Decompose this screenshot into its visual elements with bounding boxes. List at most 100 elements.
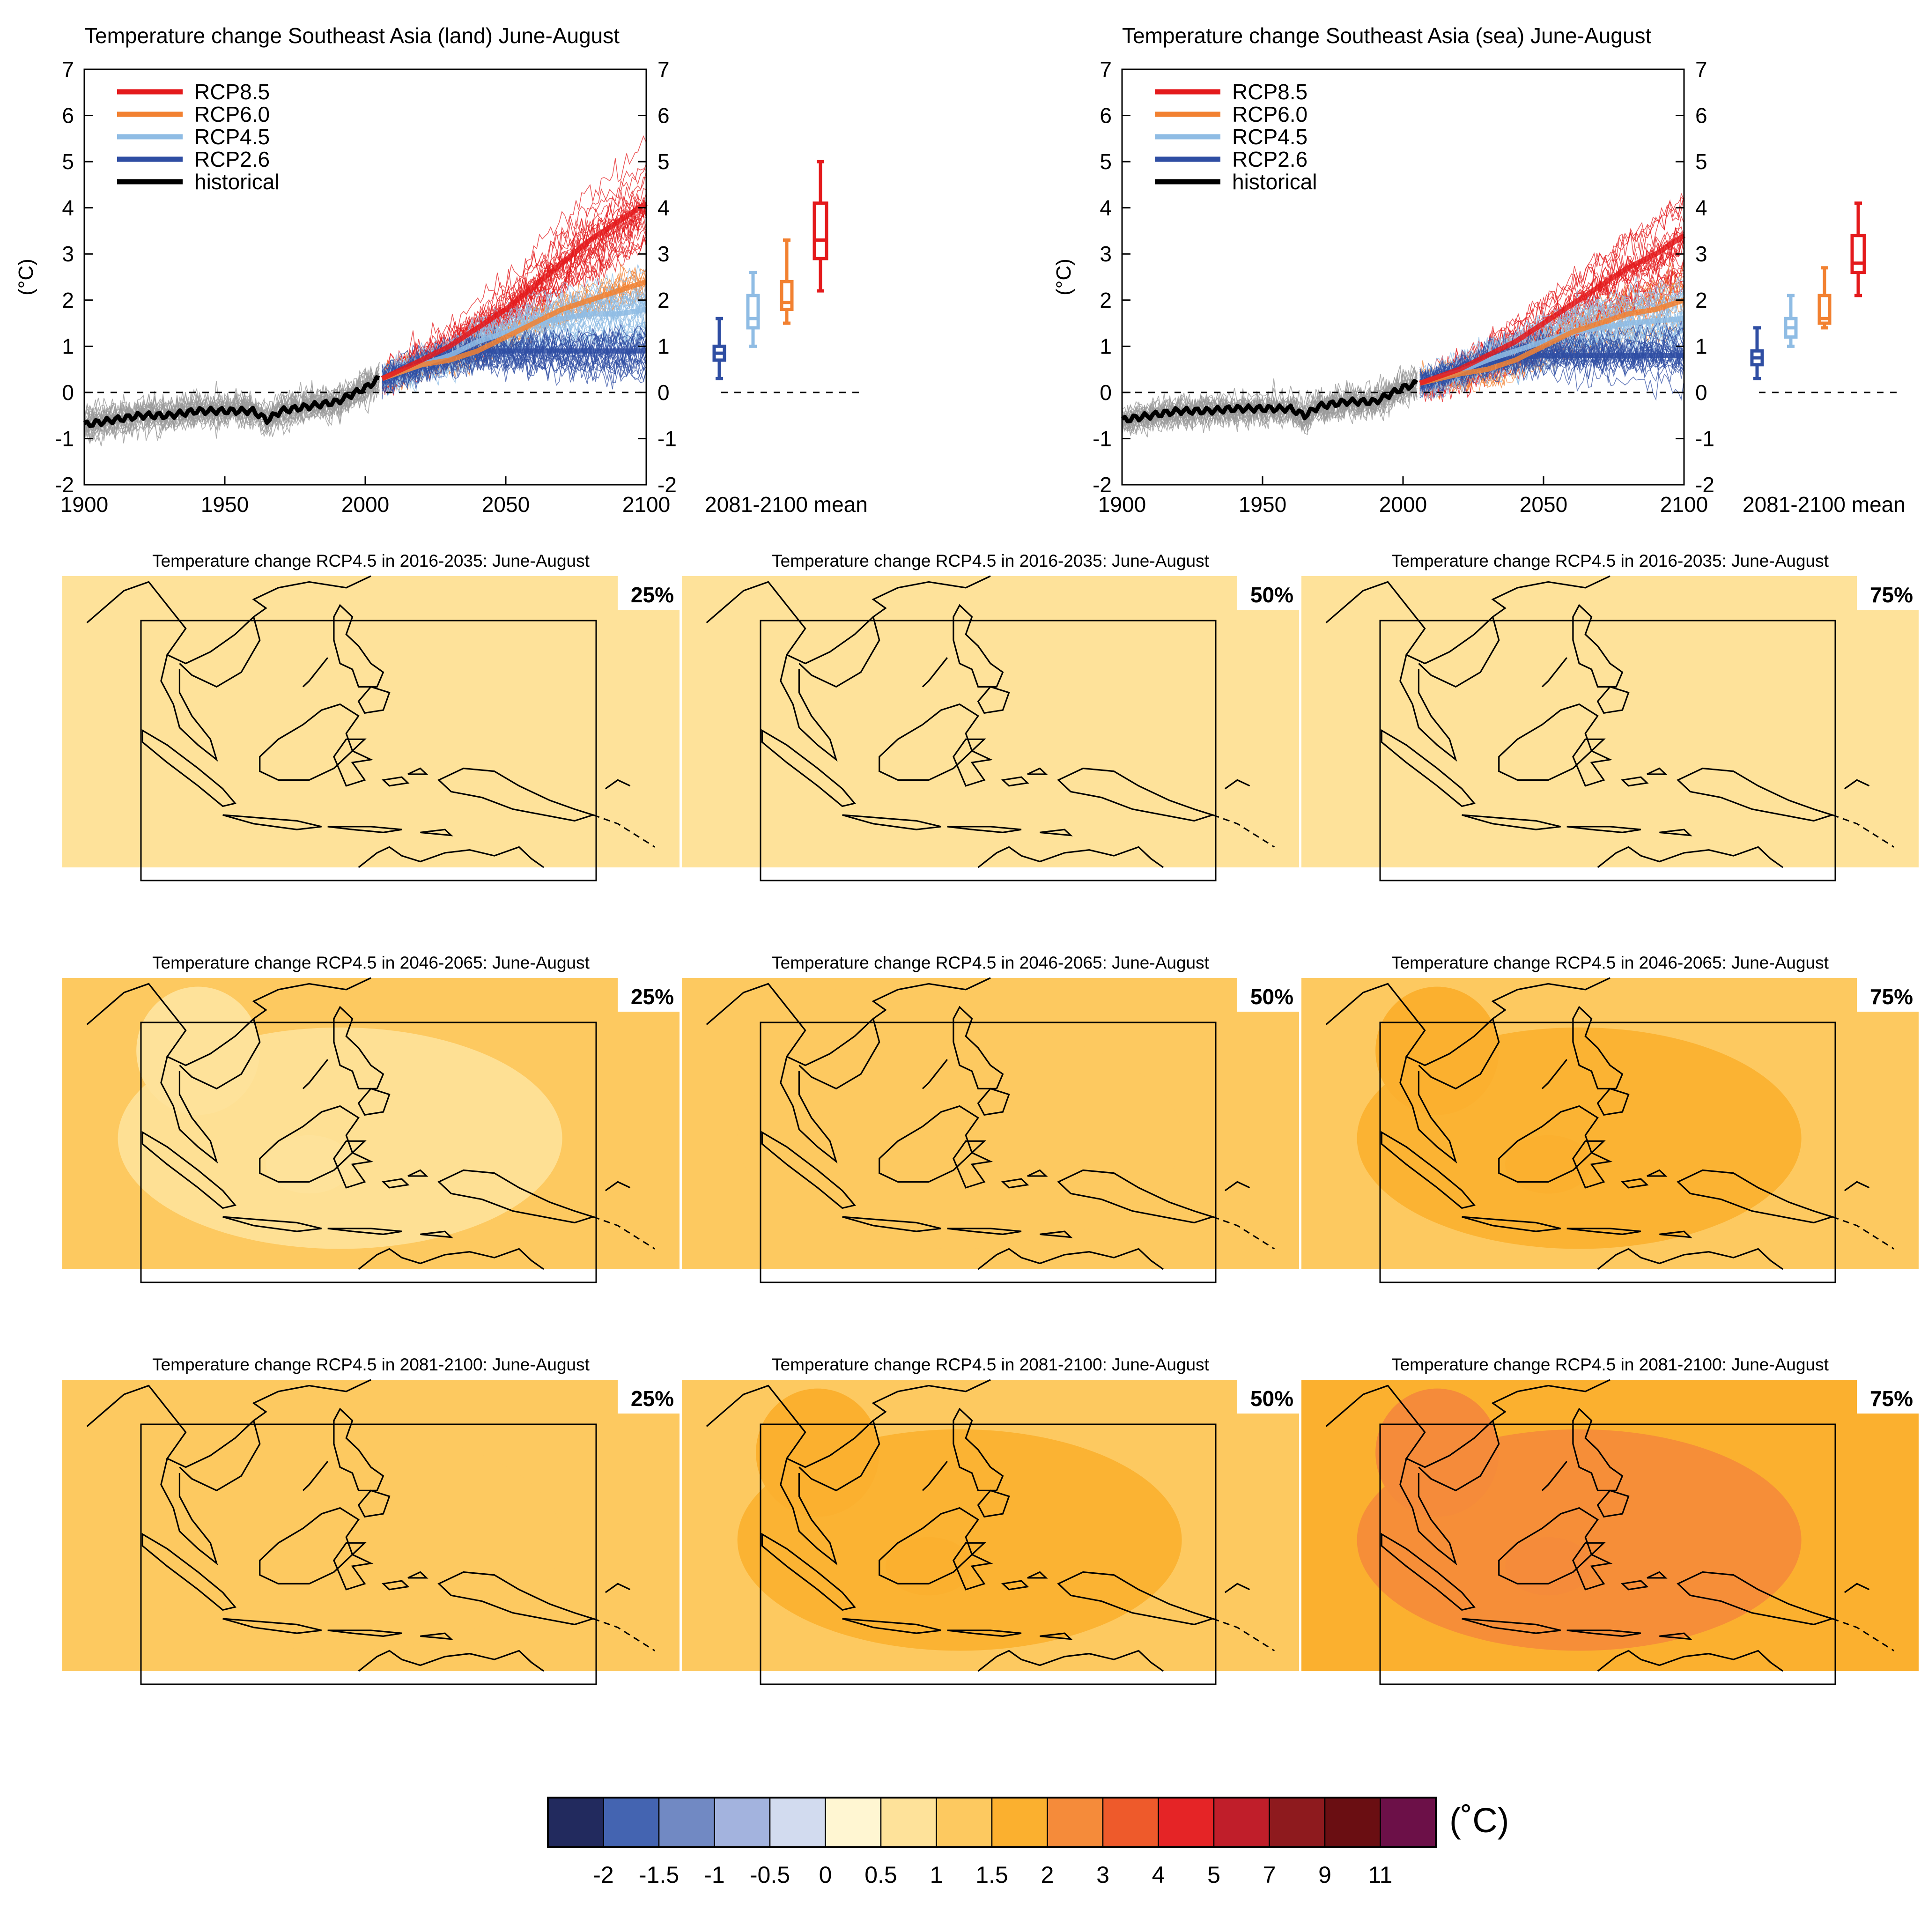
coastline bbox=[1326, 576, 1610, 664]
coastline bbox=[161, 1458, 217, 1563]
map-panels-grid: Temperature change RCP4.5 in 2016-2035: … bbox=[62, 551, 1919, 1684]
y-tick-label-right: -2 bbox=[657, 473, 677, 497]
coastline bbox=[1573, 1141, 1610, 1188]
percentile-bg bbox=[1237, 978, 1299, 1012]
colorbar-tick-label: 1.5 bbox=[975, 1862, 1008, 1888]
y-tick-label-right: 7 bbox=[1695, 57, 1707, 81]
coastline bbox=[978, 1249, 1163, 1269]
region-box bbox=[140, 1423, 597, 1685]
colorbar-tick-label: 4 bbox=[1152, 1862, 1165, 1888]
coastline bbox=[1003, 1581, 1027, 1590]
box-iqr bbox=[1850, 234, 1866, 274]
coastline bbox=[359, 1249, 544, 1269]
land-plot-area: -2 -2 -1 -1 0 0 1 1 2 2 3 3 4 4 5 5 6 6 7 7 1900 1950 2000 2050… bbox=[15, 57, 868, 517]
legend-label: historical bbox=[194, 170, 280, 194]
region-box bbox=[140, 1022, 597, 1283]
y-tick-label-right: 2 bbox=[1695, 288, 1707, 312]
map-region-blob bbox=[266, 1135, 353, 1194]
coastline bbox=[334, 1409, 383, 1490]
coastline bbox=[408, 1170, 427, 1176]
coastline bbox=[179, 617, 259, 687]
map-region-blob bbox=[885, 733, 972, 792]
coastline bbox=[1400, 1458, 1456, 1563]
colorbar-tick-label: 5 bbox=[1207, 1862, 1220, 1888]
colorbar-swatch bbox=[1213, 1797, 1270, 1848]
legend-label: RCP8.5 bbox=[194, 80, 270, 104]
map-title: Temperature change RCP4.5 in 2016-2035: … bbox=[152, 551, 590, 570]
percentile-label: 50% bbox=[1250, 985, 1293, 1009]
coastline bbox=[953, 1007, 1003, 1088]
x-tick-label: 2100 bbox=[1660, 492, 1708, 517]
y-tick-label-right: 6 bbox=[1695, 104, 1707, 128]
coastline bbox=[383, 1581, 408, 1590]
coastlines bbox=[1326, 978, 1894, 1269]
coastline bbox=[1622, 1581, 1647, 1590]
historical-member-line bbox=[1122, 372, 1418, 432]
timeseries-land-chart: Temperature change Southeast Asia (land)… bbox=[15, 23, 868, 517]
coastline bbox=[1225, 1182, 1250, 1191]
coastline bbox=[1845, 1182, 1869, 1191]
map-title: Temperature change RCP4.5 in 2046-2065: … bbox=[1391, 953, 1829, 972]
coastline bbox=[1598, 847, 1783, 867]
coastline bbox=[359, 687, 390, 713]
region-box bbox=[760, 620, 1217, 881]
border-dashed bbox=[593, 815, 655, 847]
colorbar-swatch bbox=[769, 1797, 826, 1848]
map-region-blob bbox=[1505, 733, 1592, 792]
coastline bbox=[781, 655, 836, 760]
map-panel: Temperature change RCP4.5 in 2046-2065: … bbox=[1301, 953, 1919, 1282]
y-tick-label: 6 bbox=[62, 104, 74, 128]
coastline bbox=[223, 1217, 322, 1231]
region-box bbox=[760, 1022, 1217, 1283]
colorbar-tick-label: -1.5 bbox=[639, 1862, 679, 1888]
x-tick-label: 1900 bbox=[60, 492, 108, 517]
coastline bbox=[1003, 1179, 1027, 1188]
y-tick-label: 3 bbox=[1100, 242, 1112, 266]
percentile-label: 75% bbox=[1870, 1386, 1913, 1411]
timeseries-sea-chart: Temperature change Southeast Asia (sea) … bbox=[1052, 23, 1906, 517]
historical-mean-line bbox=[83, 375, 380, 428]
y-tick-label-right: 1 bbox=[657, 334, 670, 358]
x-tick-label: 2050 bbox=[1520, 492, 1567, 517]
coastline bbox=[842, 815, 941, 829]
coastline bbox=[842, 1217, 941, 1231]
y-tick-label: 4 bbox=[1100, 196, 1112, 220]
coastline bbox=[334, 605, 383, 687]
x-tick-label: 1950 bbox=[1239, 492, 1286, 517]
coastline bbox=[142, 731, 235, 807]
coastline bbox=[978, 1490, 1009, 1517]
colorbar-tick-label: -1 bbox=[704, 1862, 724, 1888]
rcp85-member-line bbox=[382, 177, 646, 384]
percentile-bg bbox=[1237, 576, 1299, 610]
coastline bbox=[383, 777, 408, 786]
border-dashed bbox=[593, 1619, 655, 1651]
x-tick-label: 2000 bbox=[341, 492, 389, 517]
coastline bbox=[799, 617, 879, 687]
y-tick-label: 5 bbox=[1100, 149, 1112, 174]
coastline bbox=[606, 780, 630, 789]
rcp26-member-line bbox=[1419, 334, 1684, 390]
y-tick-label: -2 bbox=[55, 473, 74, 497]
y-tick-label-right: 5 bbox=[657, 149, 670, 174]
coastline bbox=[142, 1133, 235, 1208]
coastline bbox=[842, 1619, 941, 1633]
coastline bbox=[1418, 1019, 1499, 1088]
coastline bbox=[923, 1461, 947, 1490]
map-panel: Temperature change RCP4.5 in 2046-2065: … bbox=[62, 953, 680, 1282]
x-tick-label: 1900 bbox=[1098, 492, 1146, 517]
coastline bbox=[1326, 1380, 1610, 1467]
rcp85-member-line bbox=[382, 135, 646, 380]
coastline bbox=[947, 827, 1021, 832]
coastline bbox=[1381, 731, 1474, 807]
coastline bbox=[978, 847, 1163, 867]
coastline bbox=[978, 1651, 1163, 1671]
coastline bbox=[1542, 658, 1567, 687]
coastline bbox=[707, 1380, 990, 1467]
colorbar-swatch bbox=[714, 1797, 771, 1848]
coastline bbox=[606, 1182, 630, 1191]
coastline bbox=[260, 1508, 359, 1584]
colorbar-swatch bbox=[1158, 1797, 1215, 1848]
legend-label: RCP4.5 bbox=[1232, 125, 1307, 149]
percentile-label: 50% bbox=[1250, 583, 1293, 607]
